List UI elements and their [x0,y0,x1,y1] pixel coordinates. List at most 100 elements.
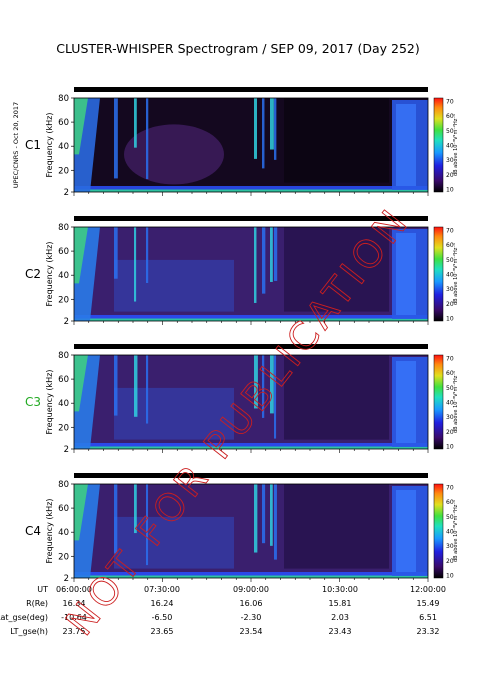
y-tick-label: 2 [64,445,69,455]
colorbar-tick-label: 40 [446,400,454,407]
colorbar-tick-label: 70 [446,485,454,492]
ephemeris-value: 2.03 [331,613,349,622]
burst-stripe [254,484,258,553]
y-axis-label: Frequency (kHz) [45,113,54,178]
colorbar-label: dB above 10⁻⁸V²m⁻²Hz⁻¹ [453,371,459,433]
y-tick-label: 80 [58,94,69,104]
quiet-region [284,484,389,569]
ephemeris-value: 16.06 [240,599,263,608]
late-emission-core [396,490,416,572]
burst-stripe [134,484,137,534]
colorbar-tick-label: 30 [446,286,454,293]
ephemeris-value: 23.54 [240,627,263,636]
burst-stripe [274,484,277,560]
burst-stripe [134,355,138,417]
burst-stripe [146,98,149,180]
ephemeris-row-label: R(Re) [26,599,48,608]
colorbar-tick-label: 30 [446,414,454,421]
burst-stripe [274,227,278,281]
low-frequency-line [74,189,428,192]
spacecraft-label: C1 [25,138,41,152]
y-tick-label: 60 [58,118,69,128]
burst-stripe [262,98,265,169]
colorbar-tick-label: 20 [446,172,454,179]
panel-c2: 2 20 40 60 80 Frequency (kHz) C2 70 60 50 40 30 20 10… [25,216,459,327]
y-tick-label: 20 [58,166,69,176]
ephemeris-value: 06:00:00 [56,585,92,594]
panels-group: 2 20 40 60 80 Frequency (kHz) C1 70 60 50 40 30 20 10… [25,87,459,584]
ephemeris-value: 23.43 [329,627,352,636]
burst-stripe [134,98,137,148]
spacecraft-label: C2 [25,267,41,281]
colorbar [433,97,444,193]
panel-header-bar [74,344,428,349]
colorbar-tick-label: 40 [446,529,454,536]
low-frequency-line [74,575,428,578]
y-axis-label: Frequency (kHz) [45,499,54,564]
burst-stripe [114,98,118,179]
ephemeris-value: 16.34 [63,599,86,608]
ephemeris-value: 15.81 [329,599,352,608]
late-emission-core [396,361,416,443]
colorbar-tick-label: 30 [446,543,454,550]
low-frequency-band [74,572,428,578]
colorbar-tick-label: 10 [446,573,454,580]
y-tick-label: 60 [58,375,69,385]
y-tick-label: 2 [64,574,69,584]
ephemeris-value: 12:00:00 [410,585,446,594]
ephemeris-value: -2.30 [241,613,262,622]
low-frequency-line [74,318,428,321]
ephemeris-value: 10:30:00 [322,585,358,594]
colorbar-label: dB above 10⁻⁸V²m⁻²Hz⁻¹ [453,500,459,562]
side-label: UPEC/CNRS - Oct 20, 2017 [12,102,20,188]
ephemeris-value: 07:30:00 [144,585,180,594]
figure-title: CLUSTER-WHISPER Spectrogram / SEP 09, 20… [56,41,420,56]
low-frequency-band [74,443,428,449]
burst-stripe [262,484,266,544]
burst-stripe [146,227,149,284]
colorbar-tick-label: 10 [446,444,454,451]
ephemeris-value: 16.24 [151,599,174,608]
late-emission-core [396,233,416,315]
panel-header-bar [74,216,428,221]
late-emission-core [396,104,416,186]
burst-stripe [114,355,118,416]
ephemeris-value: 09:00:00 [233,585,269,594]
burst-stripe [134,227,137,302]
colorbar [433,483,444,579]
panel-header-bar [74,87,428,92]
y-tick-label: 60 [58,504,69,514]
burst-stripe [254,227,257,303]
burst-stripe [254,355,258,409]
spacecraft-label: C3 [25,395,41,409]
ephemeris-value: 15.49 [417,599,440,608]
panel-c1: 2 20 40 60 80 Frequency (kHz) C1 70 60 50 40 30 20 10… [25,87,459,198]
y-tick-label: 20 [58,423,69,433]
early-emission-core [74,98,88,155]
colorbar-tick-label: 50 [446,257,454,264]
burst-stripe [262,227,266,294]
spacecraft-label: C4 [25,524,41,538]
panel-c3: 2 20 40 60 80 Frequency (kHz) C3 70 60 50 40 30 20 10… [25,344,459,455]
burst-stripe [270,227,273,282]
low-frequency-band [74,186,428,192]
y-tick-label: 80 [58,480,69,490]
y-axis-label: Frequency (kHz) [45,242,54,307]
burst-stripe [270,484,273,546]
colorbar-tick-label: 40 [446,272,454,279]
colorbar-tick-label: 60 [446,499,454,506]
colorbar [433,354,444,450]
burst-stripe [146,484,149,566]
panel-header-bar [74,473,428,478]
colorbar-tick-label: 60 [446,113,454,120]
colorbar-label: dB above 10⁻⁸V²m⁻²Hz⁻¹ [453,114,459,176]
burst-stripe [114,484,118,554]
burst-stripe [146,355,149,424]
y-tick-label: 40 [58,271,69,281]
quiet-region [284,227,389,312]
colorbar-tick-label: 20 [446,558,454,565]
burst-stripe [262,355,265,418]
colorbar-tick-label: 70 [446,228,454,235]
y-tick-label: 20 [58,295,69,305]
quiet-region [284,355,389,440]
